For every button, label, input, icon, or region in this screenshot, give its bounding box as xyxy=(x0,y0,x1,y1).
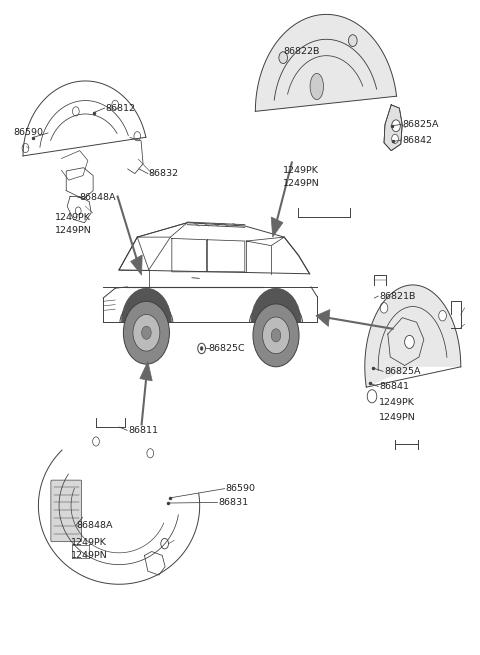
Circle shape xyxy=(147,449,154,458)
Polygon shape xyxy=(140,362,152,381)
Text: 86841: 86841 xyxy=(379,382,409,391)
Text: 86590: 86590 xyxy=(226,484,255,493)
Circle shape xyxy=(392,134,398,143)
Polygon shape xyxy=(271,217,283,237)
Circle shape xyxy=(142,326,151,339)
Polygon shape xyxy=(365,285,461,387)
Circle shape xyxy=(123,301,169,364)
Circle shape xyxy=(380,303,388,313)
Circle shape xyxy=(22,143,29,153)
Text: 86832: 86832 xyxy=(149,169,179,178)
Circle shape xyxy=(348,35,357,47)
Wedge shape xyxy=(251,288,301,322)
Text: 1249PK: 1249PK xyxy=(71,538,107,547)
Text: 86842: 86842 xyxy=(402,136,432,145)
Circle shape xyxy=(263,317,289,354)
Text: 86812: 86812 xyxy=(106,103,135,113)
Polygon shape xyxy=(131,255,142,275)
Circle shape xyxy=(439,310,446,321)
Text: 86825A: 86825A xyxy=(384,367,420,376)
Circle shape xyxy=(112,100,119,109)
Circle shape xyxy=(133,314,160,351)
Circle shape xyxy=(405,335,414,348)
Circle shape xyxy=(392,120,400,132)
Text: 86822B: 86822B xyxy=(283,47,320,56)
Text: 1249PN: 1249PN xyxy=(283,179,320,188)
Circle shape xyxy=(75,207,81,215)
Polygon shape xyxy=(316,310,330,326)
Text: 1249PK: 1249PK xyxy=(283,166,319,175)
Ellipse shape xyxy=(310,73,324,100)
Text: 1249PN: 1249PN xyxy=(71,551,108,560)
Circle shape xyxy=(271,329,281,342)
Circle shape xyxy=(161,538,168,549)
Circle shape xyxy=(134,132,141,141)
Wedge shape xyxy=(121,288,171,322)
Text: 86811: 86811 xyxy=(129,426,158,435)
Circle shape xyxy=(93,437,99,446)
Circle shape xyxy=(198,343,205,354)
Text: 1249PN: 1249PN xyxy=(55,226,92,235)
Text: 86848A: 86848A xyxy=(79,193,116,202)
FancyBboxPatch shape xyxy=(51,480,82,542)
Text: 86590: 86590 xyxy=(13,128,43,138)
Circle shape xyxy=(279,52,288,64)
Text: 86848A: 86848A xyxy=(77,521,113,530)
Text: 1249PK: 1249PK xyxy=(379,398,415,407)
Text: 86821B: 86821B xyxy=(379,291,416,301)
Polygon shape xyxy=(384,105,402,151)
Circle shape xyxy=(200,346,203,350)
Circle shape xyxy=(367,390,377,403)
Text: 86831: 86831 xyxy=(218,498,249,507)
Text: 86825A: 86825A xyxy=(402,120,439,129)
Text: 1249PN: 1249PN xyxy=(379,413,416,422)
Text: 1249PK: 1249PK xyxy=(55,213,91,222)
Circle shape xyxy=(72,107,79,116)
Polygon shape xyxy=(255,14,396,111)
Text: 86825C: 86825C xyxy=(209,344,245,353)
Circle shape xyxy=(253,304,299,367)
